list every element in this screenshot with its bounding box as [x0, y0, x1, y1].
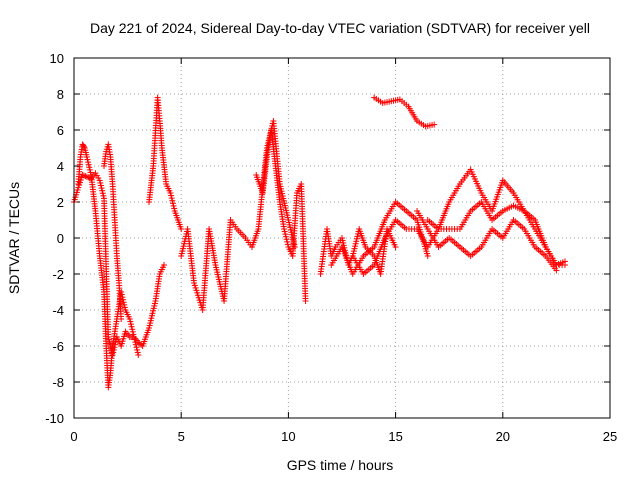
data-point — [127, 318, 134, 325]
y-tick-label: -2 — [52, 267, 64, 282]
data-point — [132, 339, 139, 346]
data-point — [167, 190, 174, 196]
data-point — [79, 172, 86, 178]
data-point — [553, 267, 560, 274]
y-tick-label: 10 — [50, 51, 64, 66]
chart-title: Day 221 of 2024, Sidereal Day-to-day VTE… — [90, 20, 590, 36]
y-tick-label: -4 — [52, 303, 64, 318]
x-tick-label: 5 — [178, 429, 185, 444]
data-point — [118, 316, 125, 322]
data-point — [99, 187, 106, 194]
plot-frame — [73, 57, 611, 419]
data-point — [134, 346, 141, 353]
data-point — [282, 233, 289, 240]
data-point — [281, 226, 288, 232]
x-tick-label: 15 — [388, 429, 402, 444]
data-point — [169, 200, 176, 207]
data-point — [83, 154, 90, 160]
data-point — [169, 197, 176, 204]
data-point — [282, 231, 289, 238]
data-point — [168, 195, 175, 202]
y-tick-label: 6 — [57, 123, 64, 138]
x-tick-label: 20 — [496, 429, 510, 444]
data-point — [168, 192, 175, 199]
data-point — [281, 228, 288, 235]
data-point — [424, 253, 431, 259]
data-point — [120, 296, 127, 303]
data-point — [283, 236, 290, 243]
data-point — [121, 304, 128, 311]
data-point — [86, 164, 93, 171]
data-point — [86, 166, 93, 173]
x-axis-label: GPS time / hours — [287, 457, 394, 473]
data-point — [134, 349, 141, 356]
x-tick-label: 0 — [70, 429, 77, 444]
data-point — [84, 156, 91, 163]
data-point — [126, 316, 133, 322]
x-tick-label: 10 — [281, 429, 295, 444]
data-point — [97, 179, 104, 186]
x-tick-label: 25 — [603, 429, 617, 444]
data-point — [129, 326, 136, 333]
data-point — [100, 192, 107, 199]
data-point — [561, 258, 568, 265]
data-point — [121, 301, 128, 308]
data-point — [131, 336, 138, 343]
data-point — [161, 262, 168, 268]
data-point — [131, 334, 138, 340]
y-tick-label: -8 — [52, 375, 64, 390]
y-axis-label: SDTVAR / TECUs — [6, 182, 22, 294]
y-tick-label: 2 — [57, 195, 64, 210]
data-point — [284, 241, 291, 248]
data-point — [85, 159, 92, 166]
data-point — [392, 244, 399, 250]
data-point — [284, 238, 291, 245]
data-point — [128, 323, 135, 330]
data-point — [85, 161, 92, 168]
data-point — [132, 341, 139, 348]
data-point — [98, 185, 105, 192]
data-points — [71, 94, 568, 391]
data-point — [120, 299, 127, 306]
data-point — [133, 344, 140, 351]
data-point — [81, 143, 88, 150]
data-point — [76, 182, 83, 189]
data-point — [99, 190, 106, 197]
y-tick-label: -6 — [52, 339, 64, 354]
data-point — [129, 328, 136, 335]
data-point — [81, 172, 88, 179]
axes: 0 5 10 15 20 25 -10 -8 -6 -4 -2 0 2 4 6 8 10 — [45, 51, 617, 444]
data-point — [171, 205, 178, 212]
data-point — [96, 177, 103, 184]
y-tick-label: 8 — [57, 87, 64, 102]
y-tick-label: 0 — [57, 231, 64, 246]
data-point — [130, 331, 137, 338]
y-tick-label: 4 — [57, 159, 64, 174]
data-point — [82, 173, 89, 180]
data-point — [97, 182, 104, 189]
data-point — [87, 169, 94, 176]
data-point — [302, 298, 309, 304]
data-point — [178, 226, 185, 232]
data-point — [431, 121, 438, 128]
data-point — [127, 321, 134, 328]
data-point — [135, 352, 142, 358]
y-tick-label: -10 — [45, 411, 64, 426]
data-point — [170, 202, 177, 209]
data-point — [106, 339, 113, 346]
data-point — [83, 173, 90, 180]
